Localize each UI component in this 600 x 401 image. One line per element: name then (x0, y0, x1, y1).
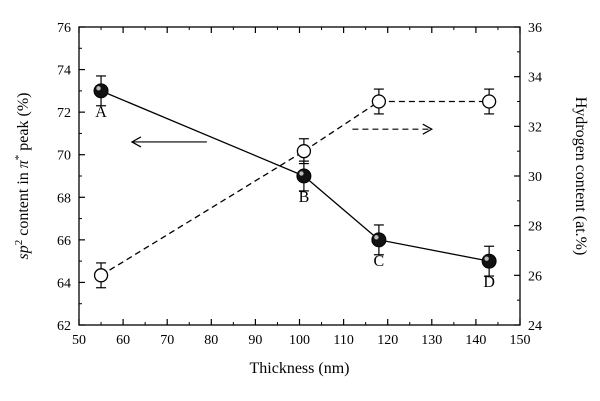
y-right-tick-label: 28 (528, 220, 542, 235)
data-point-open (296, 144, 312, 159)
data-point-filled (296, 168, 312, 184)
y-left-tick-label: 62 (57, 319, 71, 334)
arrow-left-head (130, 136, 142, 148)
y-right-tick-label: 24 (528, 319, 542, 334)
x-tick-label: 50 (72, 333, 86, 348)
x-tick-label: 70 (160, 333, 174, 348)
series-2-segment (303, 100, 380, 152)
series-1-segment (378, 239, 490, 262)
data-point-open (481, 94, 497, 109)
x-axis-title: Thickness (nm) (250, 360, 350, 377)
x-tick-label: 80 (204, 333, 218, 348)
data-point-open (371, 94, 387, 109)
data-point-filled (93, 83, 109, 99)
y-right-tick-label: 26 (528, 269, 542, 284)
point-label: B (299, 189, 310, 206)
arrow-right-head (422, 123, 434, 135)
x-tick-label: 60 (116, 333, 130, 348)
y-right-tick-label: 30 (528, 170, 542, 185)
data-point-open (93, 268, 109, 283)
y-right-tick-label: 32 (528, 120, 542, 135)
data-point-highlight (374, 235, 379, 240)
y-axis-title-left: sp2 content in π* peak (%) (13, 93, 32, 260)
x-tick-label: 140 (465, 333, 486, 348)
y-left-tick-label: 64 (57, 276, 71, 291)
y-right-tick-label: 34 (528, 71, 542, 86)
y-left-tick-label: 72 (57, 106, 71, 121)
y-left-tick-label: 70 (57, 149, 71, 164)
x-tick-label: 130 (421, 333, 442, 348)
y-left-tick-label: 66 (57, 234, 71, 249)
data-point-filled (371, 232, 387, 248)
data-point-highlight (484, 256, 489, 261)
x-tick-label: 110 (333, 333, 353, 348)
point-label: A (95, 104, 107, 121)
y-left-tick-label: 74 (57, 64, 71, 79)
point-label: C (374, 253, 385, 270)
x-tick-label: 150 (510, 333, 531, 348)
x-tick-label: 90 (248, 333, 262, 348)
series-1-segment (100, 90, 305, 177)
x-tick-label: 100 (289, 333, 310, 348)
series-1-segment (303, 175, 380, 241)
y-right-tick-label: 36 (528, 21, 542, 36)
x-tick-label: 120 (377, 333, 398, 348)
data-point-filled (481, 253, 497, 269)
data-point-highlight (96, 86, 101, 91)
series-2-segment (100, 150, 305, 276)
y-left-tick-label: 76 (57, 21, 71, 36)
y-left-tick-label: 68 (57, 191, 71, 206)
point-label: D (483, 274, 495, 291)
y-axis-title-right: Hydrogen content (at.%) (572, 97, 589, 256)
data-point-highlight (299, 171, 304, 176)
